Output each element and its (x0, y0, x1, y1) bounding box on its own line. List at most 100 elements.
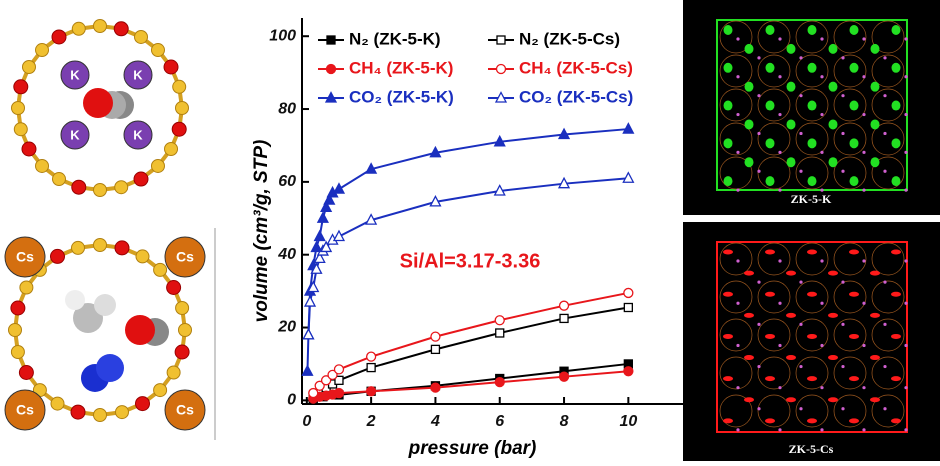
marker (307, 280, 320, 293)
atom-dot (841, 322, 845, 326)
y-tick-label: 60 (278, 173, 296, 190)
atom-dot (883, 131, 887, 136)
legend-marker (495, 63, 507, 75)
cell-box (716, 19, 908, 191)
atom-dot (820, 386, 824, 390)
atom-dot (841, 280, 845, 284)
marker (429, 195, 442, 207)
density-spot (807, 176, 817, 187)
atom-dot (757, 407, 761, 411)
structures: K K K K Cs Cs Cs Cs (4, 19, 206, 431)
density-spot (870, 43, 880, 54)
framework-ring (833, 156, 867, 190)
atom-dot (862, 259, 866, 263)
framework-ring (871, 242, 905, 276)
x-axis-label: pressure (bar) (408, 438, 537, 459)
density-spot (786, 355, 796, 361)
atom-dot (904, 188, 908, 192)
ch4 (94, 294, 116, 316)
density-spot (891, 138, 901, 149)
density-spot (765, 138, 775, 149)
cation-label: K (70, 67, 80, 82)
framework-ring (719, 280, 753, 314)
silicon-atom (178, 323, 192, 337)
framework-ring (757, 20, 791, 54)
atom-dot (778, 188, 782, 192)
density-spot (765, 291, 775, 297)
marker (494, 377, 505, 388)
oxygen-atom (50, 248, 65, 264)
n2 (96, 354, 124, 382)
cation (164, 389, 206, 431)
density-spot (828, 119, 838, 130)
silicon-atom (71, 240, 86, 255)
framework-ring (795, 88, 829, 122)
framework-ring (757, 318, 791, 352)
framework-ring (757, 280, 791, 314)
atom-dot (799, 131, 803, 136)
oxygen-atom (174, 344, 190, 360)
oxygen-atom (135, 396, 150, 412)
x-tick-label: 0 (302, 413, 311, 430)
density-spot (828, 81, 838, 92)
marker (622, 122, 635, 134)
atom-dot (820, 150, 824, 154)
atom-dot (820, 37, 824, 41)
atom-dot (862, 188, 866, 192)
cation-label: Cs (16, 402, 34, 418)
framework-ring (795, 356, 829, 390)
marker (623, 302, 633, 313)
oxygen-atom (113, 21, 129, 37)
snapshot-label: ZK-5-Cs (789, 442, 834, 456)
atom-dot (862, 37, 866, 41)
density-spot (723, 25, 733, 35)
atom-dot (841, 94, 845, 98)
x-tick-label: 4 (430, 413, 440, 430)
legend-label: CO₂ (ZK-5-Cs) (519, 87, 633, 106)
silicon-atom (93, 19, 107, 33)
chart: 0 20 40 60 80 100 0 2 4 6 8 10 pressure (bar) volume … (251, 18, 683, 459)
silicon-atom (153, 383, 168, 398)
atom-dot (799, 94, 803, 98)
atom-dot (799, 169, 803, 173)
density-spot (744, 43, 754, 54)
density-spot (786, 119, 796, 130)
atom-dot (862, 386, 866, 390)
silicon-atom (135, 249, 150, 264)
density-spot (849, 100, 859, 111)
marker (334, 375, 344, 385)
atom-dot (778, 386, 782, 390)
atom-dot (862, 301, 866, 305)
density-spot (828, 157, 838, 168)
atom-dot (736, 75, 740, 79)
density-spot (807, 333, 817, 339)
density-spot (807, 25, 817, 35)
atom-dot (736, 150, 740, 154)
density-spot (870, 397, 880, 403)
atom-dot (904, 259, 908, 263)
silicon-atom (93, 238, 107, 252)
silicon-atom (175, 301, 190, 316)
atom-dot (757, 94, 761, 98)
atom-dot (883, 407, 887, 411)
atom-dot (799, 322, 803, 326)
atom-dot (904, 428, 908, 432)
oxygen-atom (114, 240, 130, 256)
density-spot (891, 176, 901, 187)
density-spot (849, 291, 859, 297)
atom-dot (904, 150, 908, 154)
density-spot (765, 100, 775, 111)
framework-ring (871, 122, 905, 156)
cation-label: Cs (176, 249, 194, 265)
density-spot (765, 62, 775, 73)
framework-ring (871, 356, 905, 390)
x-tick-label: 6 (495, 413, 504, 430)
atom-dot (904, 386, 908, 390)
marker (302, 327, 315, 340)
marker (323, 193, 336, 205)
marker (308, 387, 319, 399)
marker (313, 229, 326, 242)
framework-ring (795, 54, 829, 88)
silicon-atom (166, 365, 181, 380)
density-spot (870, 312, 880, 318)
